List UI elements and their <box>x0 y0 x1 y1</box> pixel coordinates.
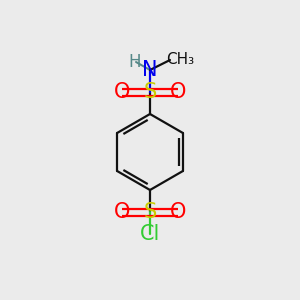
Text: H: H <box>129 53 141 71</box>
Text: Cl: Cl <box>140 224 160 244</box>
Text: S: S <box>143 82 157 102</box>
Text: S: S <box>143 202 157 222</box>
Text: O: O <box>114 202 130 222</box>
Text: O: O <box>170 202 186 222</box>
Text: O: O <box>114 82 130 102</box>
Text: CH₃: CH₃ <box>166 52 194 68</box>
Text: O: O <box>170 82 186 102</box>
Text: N: N <box>142 60 158 80</box>
